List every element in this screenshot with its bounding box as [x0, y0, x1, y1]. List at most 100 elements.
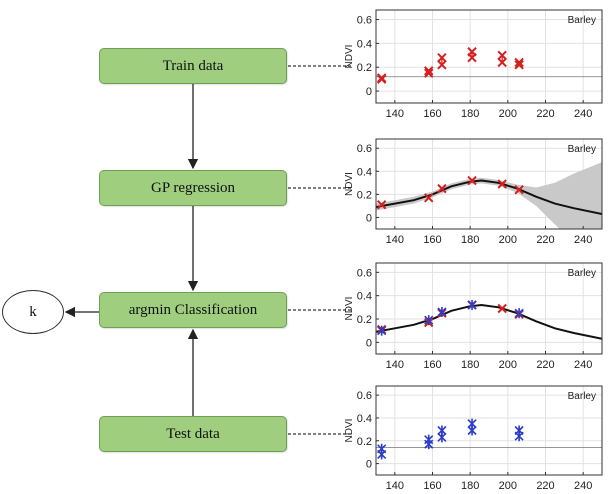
plot-panel-2: 140 160 180 200 220 240 0 0.2 0.4 0.6 NDVI Barley [344, 138, 603, 246]
test-point [467, 300, 477, 310]
data-point [424, 68, 434, 78]
marker-stroke [497, 303, 507, 314]
y-tick-label: 0 [366, 212, 372, 224]
x-tick-label: 220 [536, 359, 554, 371]
gp-mean-curve [376, 179, 602, 215]
train-data-node: Train data [99, 48, 287, 84]
y-axis-label: NDVI [344, 172, 355, 196]
y-tick-label: 0.2 [357, 436, 372, 448]
marker-stroke [424, 193, 434, 203]
y-tick-label: 0 [366, 337, 372, 349]
x-tick-label: 140 [386, 108, 404, 120]
plot-frame [375, 262, 603, 355]
y-axis-label: NDVI [344, 297, 355, 321]
x-tick-label: 140 [386, 480, 404, 492]
y-tick-label: 0.6 [357, 143, 372, 155]
test-point [424, 315, 434, 326]
argmin-classification-label: argmin Classification [128, 301, 258, 318]
plot-panel-1: 140 160 180 200 220 240 0 0.2 0.4 0.6 NDVI Barley [344, 9, 603, 120]
gp-regression-node: GP regression [99, 170, 287, 206]
plot-title: Barley [568, 391, 596, 402]
argmin-classification-node: argmin Classification [99, 292, 287, 328]
data-point [497, 57, 507, 68]
x-tick-label: 240 [574, 108, 592, 120]
plot-title: Barley [568, 15, 596, 26]
x-tick-label: 140 [386, 359, 404, 371]
test-data-node: Test data [99, 416, 287, 452]
y-axis-label: NDVI [344, 45, 355, 69]
plot-title: Barley [568, 144, 596, 155]
train-data-label: Train data [162, 57, 224, 74]
gp-mean-curve [376, 303, 602, 340]
test-point [514, 308, 524, 319]
gp-regression-label: GP regression [150, 179, 236, 196]
x-tick-label: 160 [423, 480, 441, 492]
y-tick-label: 0.2 [357, 62, 372, 74]
x-tick-label: 220 [536, 234, 554, 246]
y-tick-label: 0.4 [357, 291, 372, 303]
marker-stroke [437, 60, 447, 70]
x-tick-label: 220 [536, 480, 554, 492]
marker-stroke [467, 175, 477, 186]
x-tick-label: 160 [423, 234, 441, 246]
data-point [514, 185, 524, 195]
x-tick-label: 200 [499, 359, 517, 371]
x-tick-label: 180 [461, 480, 479, 492]
marker-stroke [376, 73, 387, 83]
plot-frame [375, 9, 603, 104]
data-point [437, 52, 447, 63]
data-point [467, 175, 477, 186]
marker-stroke [437, 52, 447, 63]
marker-stroke [497, 50, 507, 61]
y-tick-label: 0.4 [357, 413, 372, 425]
x-tick-label: 200 [499, 480, 517, 492]
data-point [497, 179, 507, 189]
x-tick-label: 240 [574, 359, 592, 371]
data-point [437, 183, 447, 194]
output-k-label: k [29, 303, 37, 320]
plot-area [376, 386, 602, 475]
x-tick-label: 200 [499, 234, 517, 246]
plot-panel-4: 140 160 180 200 220 240 0 0.2 0.4 0.6 NDVI Barley [344, 385, 603, 492]
output-k-node: k [2, 290, 64, 334]
data-point [467, 418, 477, 429]
marker-stroke [497, 179, 507, 189]
plot-panel-3: 140 160 180 200 220 240 0 0.2 0.4 0.6 NDVI Barley [344, 262, 603, 371]
plot-area [376, 139, 602, 229]
data-point [514, 425, 524, 436]
x-tick-label: 180 [461, 234, 479, 246]
data-point [514, 60, 524, 70]
x-tick-label: 240 [574, 480, 592, 492]
marker-stroke [497, 57, 507, 68]
data-point [376, 73, 387, 83]
x-tick-label: 220 [536, 108, 554, 120]
plot-frame [375, 138, 603, 230]
x-tick-label: 140 [386, 234, 404, 246]
train-point [497, 303, 507, 314]
marker-stroke [424, 66, 434, 76]
x-tick-label: 160 [423, 108, 441, 120]
y-tick-label: 0.4 [357, 166, 372, 178]
data-point [437, 425, 447, 436]
data-point [497, 50, 507, 61]
y-tick-label: 0 [366, 459, 372, 471]
data-point [376, 200, 387, 210]
plot-area [376, 10, 602, 103]
y-tick-label: 0.4 [357, 38, 372, 50]
y-tick-label: 0.6 [357, 390, 372, 402]
data-point [467, 47, 477, 57]
y-tick-label: 0.2 [357, 189, 372, 201]
x-tick-label: 160 [423, 359, 441, 371]
data-point [437, 60, 447, 70]
plot-frame [375, 385, 603, 476]
y-axis-label: NDVI [344, 419, 355, 443]
plot-title: Barley [568, 268, 596, 279]
y-tick-label: 0.6 [357, 267, 372, 279]
data-point [377, 443, 387, 454]
uncertainty-band [376, 162, 602, 229]
test-data-label: Test data [166, 425, 220, 442]
data-point [424, 193, 434, 203]
marker-stroke [467, 47, 477, 57]
x-tick-label: 200 [499, 108, 517, 120]
